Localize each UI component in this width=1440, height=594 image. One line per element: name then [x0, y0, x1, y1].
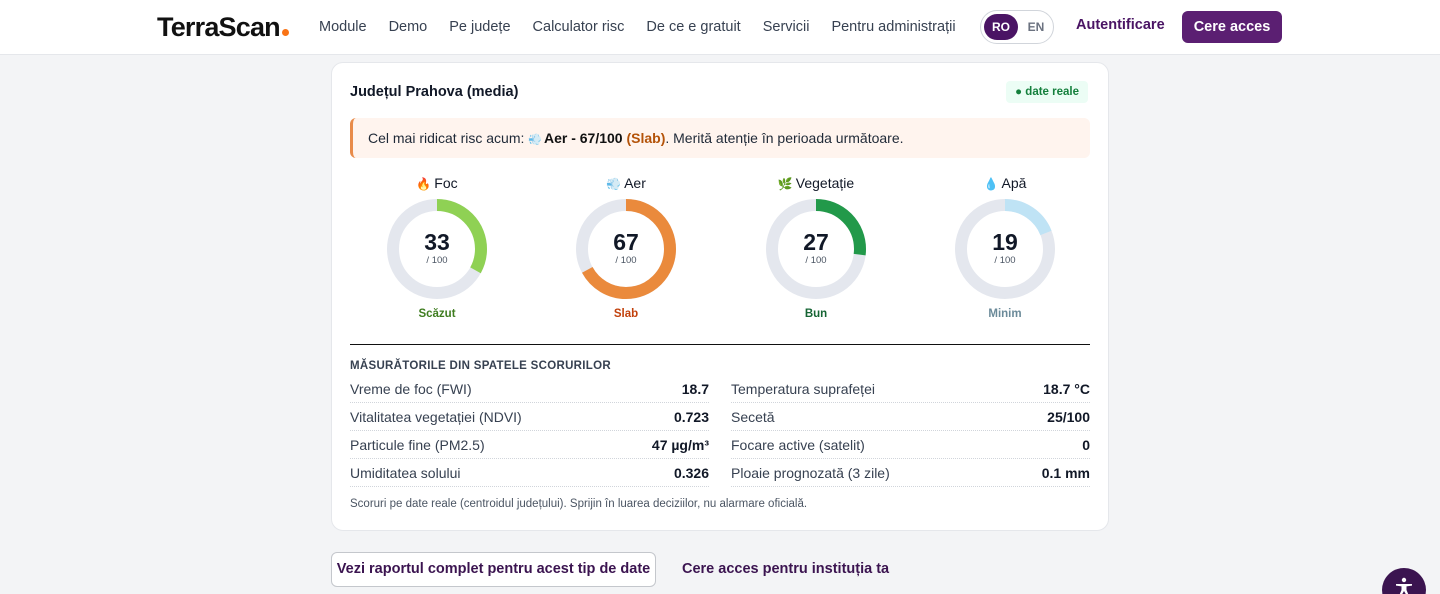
gauge-label: 💨 Aer	[606, 175, 646, 191]
alert-strong: Aer - 67/100	[543, 130, 623, 146]
gauge-ring	[955, 199, 1055, 299]
gauge-vegetatie: 🌿 Vegetație 27 / 100 Bun	[736, 173, 896, 323]
logo-dot	[281, 29, 289, 36]
nav-module[interactable]: Module	[319, 19, 367, 35]
gauge-ring	[576, 199, 676, 299]
institution-access-link[interactable]: Cere acces pentru instituția ta	[682, 561, 890, 577]
measurement-row: Vreme de foc (FWI) 18.7	[350, 375, 709, 403]
measurement-value: 18.7	[681, 381, 709, 397]
alert-suffix: . Merită atenție în perioada următoare.	[665, 130, 904, 146]
measurement-value: 0.1 mm	[1041, 465, 1090, 481]
measurement-value: 0.723	[673, 409, 709, 425]
top-header: TerraScan Module Demo Pe județe Calculat…	[0, 0, 1440, 55]
gauge-max: / 100	[994, 255, 1016, 266]
accessibility-icon	[1396, 577, 1412, 594]
section-divider	[350, 344, 1090, 345]
measurement-value: 47 µg/m³	[651, 437, 709, 453]
lang-en-button[interactable]: EN	[1027, 20, 1045, 34]
nav-servicii[interactable]: Servicii	[762, 19, 810, 35]
lang-ro-button[interactable]: RO	[984, 14, 1018, 40]
nav-pe-judete[interactable]: Pe județe	[449, 19, 511, 35]
nav-administratii[interactable]: Pentru administrații	[831, 19, 956, 35]
gauge-foc: 🔥 Foc 33 / 100 Scăzut	[357, 173, 517, 323]
measurements-left: Vreme de foc (FWI) 18.7 Vitalitatea veget…	[350, 375, 709, 487]
measurements-title: MĂSURĂTORILE DIN SPATELE SCORURILOR	[350, 360, 611, 372]
gauge-aer: 💨 Aer 67 / 100 Slab	[546, 173, 706, 323]
measurement-row: Ploaie prognozată (3 zile) 0.1 mm	[731, 459, 1090, 487]
measurement-row: Umiditatea solului 0.326	[350, 459, 709, 487]
gauge-value: 67	[613, 229, 639, 255]
gauge-max: / 100	[426, 255, 448, 266]
gauge-arc	[387, 199, 487, 299]
gauge-label: 🌿 Vegetație	[777, 175, 855, 191]
gauge-value: 33	[424, 229, 450, 255]
fire-icon: 🔥	[416, 177, 432, 191]
gauge-status: Slab	[613, 308, 639, 320]
gauge-status: Scăzut	[418, 308, 456, 320]
measurement-row: Temperatura suprafeței 18.7 °C	[731, 375, 1090, 403]
measurement-label: Vitalitatea vegetației (NDVI)	[350, 409, 522, 425]
gauge-arc	[576, 199, 676, 299]
measurement-label: Focare active (satelit)	[731, 437, 865, 453]
measurement-label: Particule fine (PM2.5)	[350, 437, 485, 453]
logo[interactable]: TerraScan	[157, 11, 289, 43]
gauge-max: / 100	[615, 255, 637, 266]
measurement-value: 0.326	[673, 465, 709, 481]
measurement-label: Umiditatea solului	[350, 465, 461, 481]
measurements-right: Temperatura suprafeței 18.7 °C Secetă 25/1…	[731, 375, 1090, 487]
measurement-value: 0	[1082, 437, 1090, 453]
gauge-ring	[766, 199, 866, 299]
leaf-icon: 🌿	[777, 177, 793, 191]
alert-prefix: Cel mai ridicat risc acum:	[368, 130, 525, 146]
county-risk-card: Județul Prahova (media) ● date reale Cel…	[331, 62, 1109, 531]
gauge-apa: 💧 Apă 19 / 100 Minim	[925, 173, 1085, 323]
measurement-row: Particule fine (PM2.5) 47 µg/m³	[350, 431, 709, 459]
measurement-row: Secetă 25/100	[731, 403, 1090, 431]
gauge-status: Bun	[804, 308, 828, 320]
wind-icon: 💨	[528, 134, 542, 146]
droplet-icon: 💧	[983, 177, 999, 191]
login-link[interactable]: Autentificare	[1076, 17, 1165, 33]
measurement-label: Temperatura suprafeței	[731, 381, 875, 397]
gauge-ring	[387, 199, 487, 299]
gauge-value: 19	[992, 229, 1018, 255]
highest-risk-alert: Cel mai ridicat risc acum: 💨 Aer - 67/100…	[350, 118, 1090, 158]
measurement-row: Vitalitatea vegetației (NDVI) 0.723	[350, 403, 709, 431]
nav-calculator-risc[interactable]: Calculator risc	[532, 19, 625, 35]
measurement-value: 18.7 °C	[1043, 381, 1090, 397]
request-access-button[interactable]: Cere acces	[1182, 11, 1282, 43]
alert-level: (Slab)	[626, 130, 666, 146]
gauge-arc	[766, 199, 866, 299]
measurement-label: Vreme de foc (FWI)	[350, 381, 472, 397]
gauge-arc	[955, 199, 1055, 299]
disclaimer-note: Scoruri pe date reale (centroidul județu…	[350, 498, 808, 510]
nav-de-ce-gratuit[interactable]: De ce e gratuit	[646, 19, 741, 35]
measurement-value: 25/100	[1047, 409, 1090, 425]
gauge-max: / 100	[805, 255, 827, 266]
language-toggle: RO EN	[980, 10, 1054, 44]
gauge-status: Minim	[988, 308, 1022, 320]
main-nav: Module Demo Pe județe Calculator risc De…	[319, 0, 956, 54]
gauge-label: 💧 Apă	[983, 175, 1027, 191]
measurement-label: Secetă	[731, 409, 775, 425]
real-data-badge: ● date reale	[1006, 81, 1088, 103]
gauge-value: 27	[803, 229, 829, 255]
accessibility-button[interactable]	[1382, 568, 1426, 594]
nav-demo[interactable]: Demo	[388, 19, 428, 35]
card-title: Județul Prahova (media)	[350, 84, 519, 100]
gauge-label: 🔥 Foc	[416, 175, 458, 191]
measurement-label: Ploaie prognozată (3 zile)	[731, 465, 890, 481]
logo-text: TerraScan	[157, 12, 281, 42]
wind-icon: 💨	[606, 177, 622, 191]
full-report-button[interactable]: Vezi raportul complet pentru acest tip d…	[331, 552, 656, 587]
measurement-row: Focare active (satelit) 0	[731, 431, 1090, 459]
